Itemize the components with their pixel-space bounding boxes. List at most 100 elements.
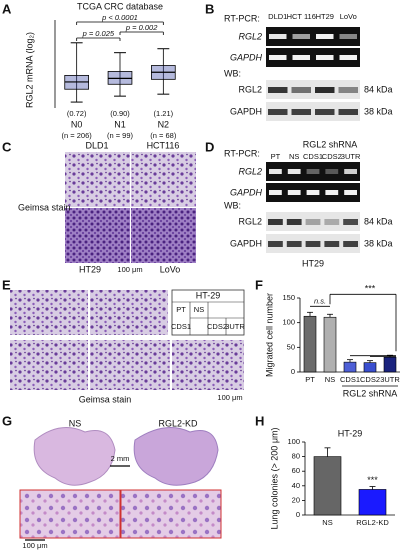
size-label: 84 kDa [364,84,393,94]
annotation: n.s. [314,296,326,305]
panel-label: A [2,1,12,16]
lane-label: HT29 [316,12,334,21]
lane-label: HCT 116 [287,12,316,21]
bar [313,456,342,516]
bar [343,361,357,373]
y-axis-label: Migrated cell number [264,293,274,377]
band [286,219,302,225]
annotation: *** [365,284,376,294]
lane-label: PT [271,152,281,161]
band [269,190,282,195]
band [306,169,320,174]
y-tick-label: 150 [282,293,295,302]
protein-label: GAPDH [230,238,262,248]
band [316,34,334,39]
y-axis-label: Lung colonies (> 200 μm) [269,428,279,530]
panel-label: C [2,139,12,154]
size-label: 38 kDa [364,106,393,116]
x-tick-label: N0 [71,119,83,129]
band [343,219,358,225]
x-tick-label: N2 [158,119,170,129]
band [344,190,357,195]
value-label: (0.90) [110,109,130,118]
band [315,109,335,115]
bar [383,356,397,373]
lane-label: 3UTR [341,152,361,161]
group-label: CDS2 [207,322,227,331]
band [325,190,339,195]
y-tick-label: 60 [292,466,300,475]
band [316,55,334,60]
lane-label: CDS1 [303,152,323,161]
x-tick-label: CDS2 [360,375,380,384]
x-tick-label: NS [322,518,332,527]
gene-label: GAPDH [230,187,263,197]
x-tick-label: 3UTR [380,375,400,384]
band [324,219,340,225]
band [338,87,358,93]
bar [358,489,387,516]
group-label: 3UTR [225,322,245,331]
method-label: RT-PCR: [224,13,260,23]
group-label: PT [176,305,186,314]
method-label: RT-PCR: [224,148,260,158]
band [305,219,321,225]
size-label: 84 kDa [364,216,393,226]
band [287,169,301,174]
value-label: (0.72) [67,109,87,118]
cell-line-label: HCT116 [147,140,180,150]
cell-line-label: HT-29 [196,290,221,300]
x-tick-label: NS [325,375,335,384]
cell-line-label: DLD1 [85,140,108,150]
x-tick-label: PT [305,375,315,384]
band [343,241,358,247]
gene-label: GAPDH [230,52,263,62]
band [291,109,311,115]
group-label: CDS1 [171,322,191,331]
band [269,55,287,60]
stain-label: Geimsa stain [18,202,71,212]
bar [323,316,337,373]
y-tick-label: 50 [287,342,295,351]
bar [303,315,317,373]
annotation: p < 0.0001 [101,13,138,22]
y-tick-label: 80 [292,452,300,461]
chart-title: HT-29 [338,428,363,438]
scale-label: 2 mm [111,454,130,463]
gel [266,162,360,181]
band [268,87,288,93]
cell-line-label: LoVo [160,264,181,274]
n-label: (n = 68) [150,131,177,140]
panel-label: D [205,139,214,154]
group-label: NS [69,418,82,428]
blot [266,80,360,99]
n-label: (n = 99) [107,131,134,140]
size-label: 38 kDa [364,238,393,248]
y-tick-label: 0 [296,510,300,519]
stain-label: Geimsa stain [79,394,132,404]
y-tick-label: 100 [287,437,300,446]
lane-label: DLD1 [268,12,287,21]
band [305,241,321,247]
y-tick-label: 100 [282,318,295,327]
bar [363,362,377,373]
group-label: RGL2 shRNA [303,139,358,149]
scale-label: 100 μm [22,541,47,550]
band [286,241,302,247]
band [287,190,301,195]
band [306,190,320,195]
tissue-images-g [19,427,222,541]
band [339,34,357,39]
blot [266,102,360,121]
band [269,34,287,39]
y-axis-label: RGL2 mRNA (log₂) [24,32,34,108]
x-tick-label: CDS1 [340,375,360,384]
group-label: RGL2 shRNA [343,388,398,398]
group-label: NS [194,305,204,314]
x-tick-label: RGL2-KD [356,518,389,527]
lane-label: CDS2 [322,152,342,161]
annotation: p = 0.025 [82,29,115,38]
panel-label: F [255,277,263,292]
lane-label: NS [289,152,299,161]
